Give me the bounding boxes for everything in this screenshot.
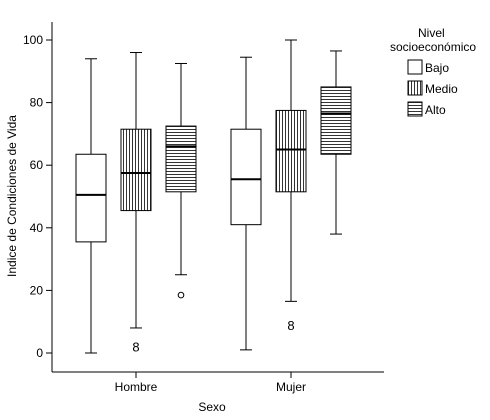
y-tick-label: 0	[36, 346, 43, 360]
legend-item-alto: Alto	[407, 101, 446, 117]
x-tick-label: Hombre	[115, 380, 158, 394]
extreme-marker-label: 8	[132, 340, 139, 355]
box-iqr	[320, 86, 352, 155]
box-iqr	[75, 153, 107, 243]
y-axis-label: Indice de Condiciones de Vida	[5, 115, 19, 277]
box-bajo-mujer	[230, 56, 262, 351]
outlier-point	[177, 291, 185, 299]
box-iqr	[120, 128, 152, 212]
box-series: 88	[75, 39, 352, 355]
legend-swatch	[407, 59, 423, 75]
box-medio-mujer: 8	[275, 39, 307, 333]
box-bajo-hombre	[75, 58, 107, 354]
y-axis-ticks: 0 20 40 60 80 100	[23, 33, 52, 360]
legend-title-line-2: socioeconómico	[390, 40, 476, 54]
x-axis-label: Sexo	[198, 400, 226, 414]
x-axis-ticks: Hombre Mujer	[115, 372, 306, 394]
box-medio-hombre: 8	[120, 52, 152, 355]
box-alto-hombre	[165, 62, 197, 299]
legend-title-line-1: Nivel	[418, 26, 445, 40]
y-tick-label: 80	[30, 96, 44, 110]
legend-swatch	[407, 80, 423, 96]
legend-label: Alto	[425, 103, 446, 117]
legend-swatch	[407, 101, 423, 117]
box-iqr	[230, 128, 262, 226]
y-tick-label: 60	[30, 158, 44, 172]
plot-frame	[51, 22, 384, 373]
legend-item-bajo: Bajo	[407, 59, 449, 75]
legend: Nivel socioeconómico Bajo Medio Alto	[390, 26, 476, 117]
legend-items: Bajo Medio Alto	[407, 59, 458, 117]
y-tick-label: 20	[30, 283, 44, 297]
legend-item-medio: Medio	[407, 80, 458, 96]
extreme-marker-label: 8	[287, 318, 294, 333]
y-tick-label: 100	[23, 33, 43, 47]
legend-label: Bajo	[425, 61, 449, 75]
box-iqr	[275, 109, 307, 193]
x-tick-label: Mujer	[276, 380, 306, 394]
box-iqr	[165, 125, 197, 193]
y-tick-label: 40	[30, 221, 44, 235]
legend-label: Medio	[425, 82, 458, 96]
box-alto-mujer	[320, 50, 352, 235]
